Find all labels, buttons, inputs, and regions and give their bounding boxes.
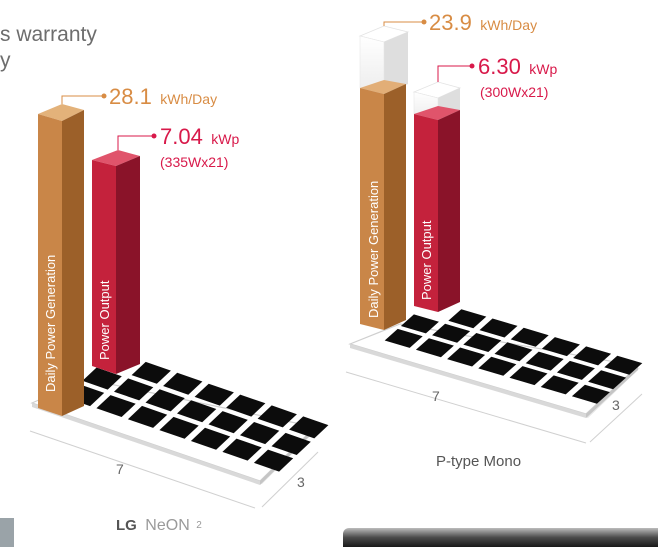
left-solar-panel-grid <box>64 361 329 472</box>
solar-panel-cell <box>400 314 439 334</box>
solar-panel-cell <box>177 400 217 423</box>
right-generation-bar <box>358 25 410 330</box>
solar-panel-cell <box>257 405 297 428</box>
lg-neon-logo: LG NeON 2 <box>116 517 202 534</box>
solar-panel-cell <box>478 356 517 376</box>
left-dim-line-x <box>29 430 256 509</box>
left-rows-count: 3 <box>297 474 305 490</box>
left-output-leader <box>117 135 152 150</box>
solar-panel-cell <box>573 346 612 366</box>
solar-panel-cell <box>556 360 595 380</box>
logo-lg: LG <box>116 517 137 534</box>
solar-panel-cell <box>415 338 454 358</box>
solar-panel-cell <box>114 378 154 401</box>
solar-panel-cell <box>194 383 234 406</box>
right-solar-panel-grid <box>384 309 643 404</box>
solar-panel-cell <box>96 395 136 417</box>
header-line-1: s warranty <box>0 23 97 46</box>
solar-panel-cell <box>226 394 266 417</box>
solar-panel-cell <box>448 309 487 329</box>
left-output-unit: kWp <box>211 131 239 147</box>
solar-panel-cell <box>131 361 171 384</box>
left-columns-count: 7 <box>116 461 124 477</box>
left-base-edge <box>32 403 260 485</box>
right-chart: Daily Power Generation Power Output 23.9… <box>345 10 643 470</box>
solar-panel-cell <box>494 342 533 362</box>
right-rows-count: 3 <box>612 397 620 413</box>
solar-panel-cell <box>604 355 643 375</box>
solar-panel-cell <box>432 323 471 343</box>
solar-panel-cell <box>541 337 580 357</box>
right-generation-leader-dot <box>421 19 427 25</box>
left-output-callout: 7.04 kWp <box>160 124 239 149</box>
solar-panel-cell <box>159 416 199 439</box>
right-columns-count: 7 <box>432 388 440 404</box>
left-generation-value: 28.1 <box>109 84 152 109</box>
right-chart-caption: P-type Mono <box>436 453 521 470</box>
header-line-2: y <box>0 49 11 72</box>
solar-panel-cell <box>145 389 185 412</box>
solar-panel-cell <box>127 405 168 428</box>
right-output-unit: kWp <box>529 61 557 77</box>
right-generation-bar-label: Daily Power Generation <box>366 181 381 318</box>
solar-panel-cell <box>271 432 311 455</box>
left-output-bar <box>92 150 140 374</box>
solar-panel-cell <box>509 366 548 386</box>
right-generation-callout: 23.9 kWh/Day <box>429 10 537 35</box>
left-generation-bar-label: Daily Power Generation <box>43 255 58 392</box>
right-dim-line-y <box>589 393 643 443</box>
solar-panel-cell <box>253 449 294 472</box>
solar-panel-cell <box>571 384 610 404</box>
solar-panel-cell <box>525 351 564 371</box>
right-generation-unit: kWh/Day <box>480 17 537 33</box>
solar-panel-cell <box>384 328 423 348</box>
left-generation-leader <box>61 95 102 104</box>
left-dim-line-y <box>261 451 319 508</box>
solar-panel-cell <box>510 327 549 347</box>
right-output-value: 6.30 <box>478 54 521 79</box>
right-output-leader-dot <box>469 63 475 69</box>
bottom-product-fragment <box>343 528 658 547</box>
solar-panel-cell <box>540 375 579 395</box>
left-output-leader-dot <box>151 133 157 139</box>
logo-gen: 2 <box>196 520 202 531</box>
left-generation-bar <box>38 104 84 416</box>
left-chart: Daily Power Generation Power Output 28.1… <box>29 84 329 534</box>
solar-panel-cell <box>588 370 627 390</box>
right-output-bar-label: Power Output <box>419 220 434 300</box>
right-output-bar <box>412 81 462 312</box>
solar-panel-cell <box>463 333 502 352</box>
left-generation-leader-dot <box>101 93 107 99</box>
left-output-detail: (335Wx21) <box>160 154 228 170</box>
right-output-detail: (300Wx21) <box>480 84 548 100</box>
right-generation-value: 23.9 <box>429 10 472 35</box>
right-base-edge <box>350 344 586 418</box>
header-text: s warranty y <box>0 22 97 74</box>
logo-neon: NeON <box>145 517 189 534</box>
left-generation-unit: kWh/Day <box>160 91 217 107</box>
left-output-bar-label: Power Output <box>97 280 112 360</box>
solar-panel-cell <box>240 422 280 445</box>
solar-panel-cell <box>82 367 122 390</box>
right-base-edge-right <box>586 366 638 418</box>
right-dim-line-x <box>345 371 587 444</box>
solar-panel-cell <box>289 416 329 439</box>
solar-panel-cell <box>447 347 486 367</box>
solar-panel-cell <box>208 411 248 434</box>
solar-panel-cell <box>222 438 262 461</box>
left-generation-callout: 28.1 kWh/Day <box>109 84 217 109</box>
right-generation-leader <box>383 21 422 26</box>
right-output-leader <box>437 65 470 82</box>
left-output-value: 7.04 <box>160 124 203 149</box>
solar-panel-cell <box>190 427 231 450</box>
right-output-callout: 6.30 kWp <box>478 54 557 79</box>
solar-panel-cell <box>163 372 203 395</box>
solar-panel-cell <box>479 318 518 338</box>
left-edge-fragment <box>0 518 14 547</box>
